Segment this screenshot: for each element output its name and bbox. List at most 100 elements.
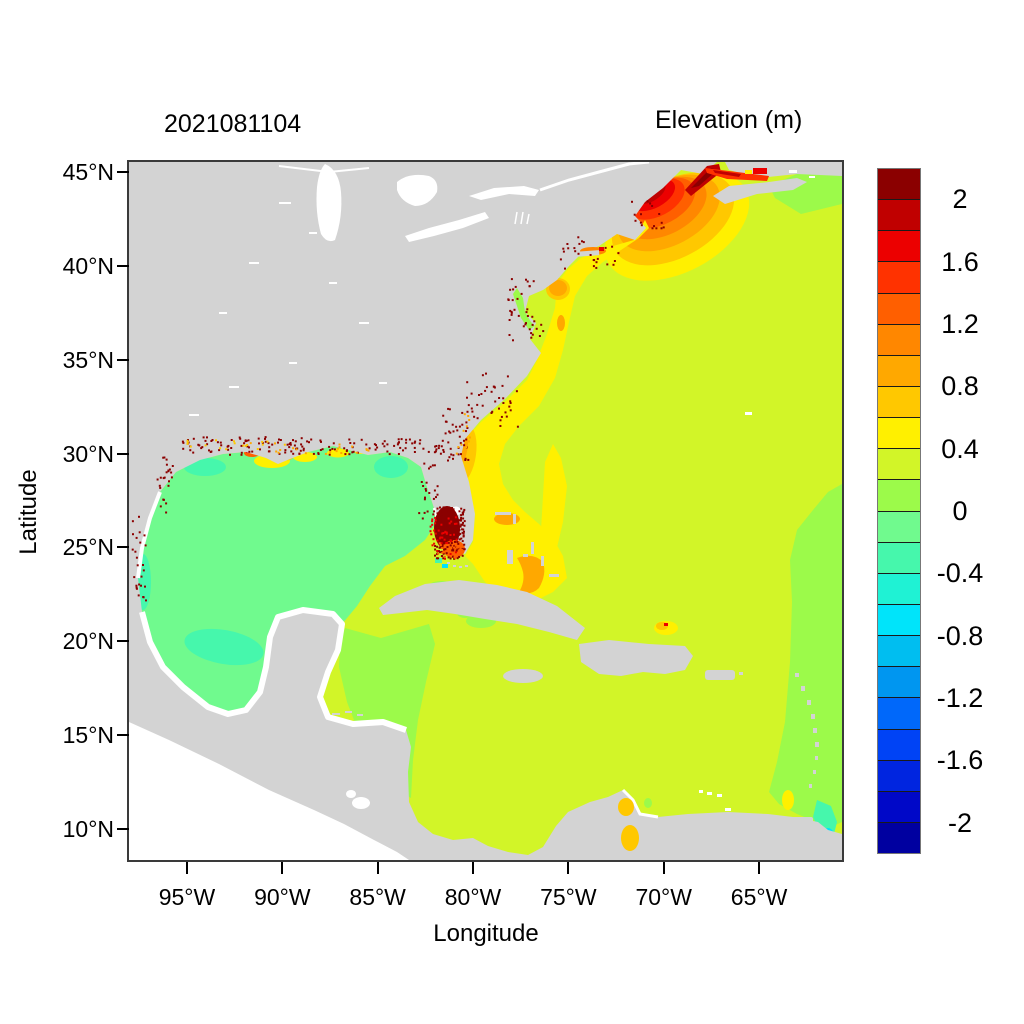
long-island-sound-red-dot (599, 247, 604, 251)
colorbar-segment (878, 385, 920, 418)
cuba-island (379, 580, 585, 640)
colorbar-title: Elevation (m) (655, 106, 803, 134)
colorbar-tick-label: 2 (952, 184, 968, 215)
northumberland-yellow-fleck (745, 170, 752, 174)
bay-of-campeche-patch (184, 628, 264, 666)
virgin-islands (739, 672, 743, 675)
lake-managua (346, 790, 356, 798)
long-island (573, 250, 600, 257)
overlay-layer (129, 162, 819, 860)
colorbar-segment (878, 199, 920, 231)
x-tick-label: 65°W (730, 884, 788, 910)
y-tick-mark (117, 264, 129, 267)
colorbar-tick-label: 1.2 (941, 308, 979, 339)
scotian-shelf-green-region (769, 166, 842, 214)
venezuela-green-dot (644, 798, 652, 808)
x-tick-label: 85°W (349, 884, 406, 910)
x-tick-label: 80°W (444, 884, 502, 910)
colorbar-tick-label: 1.6 (941, 246, 979, 277)
great-bahama-bank-orange (517, 555, 545, 594)
colorbar-tick-label: 0.4 (941, 433, 979, 464)
lake-huron (397, 174, 438, 206)
bermuda-fleck (745, 412, 752, 415)
coastal-flood-speckles (131, 200, 665, 602)
colorbar-segment (878, 541, 920, 573)
turks-caicos-red-dot (664, 623, 668, 626)
colorbar-segment (878, 666, 920, 698)
colorbar-tick-label: -1.6 (936, 745, 984, 776)
x-tick-label: 95°W (158, 884, 216, 910)
gulf-of-venezuela-gold (618, 798, 634, 816)
colorbar-segment (878, 821, 920, 854)
plot-timestamp-title: 2021081104 (164, 110, 302, 138)
y-tick-label: 25°N (62, 534, 114, 561)
x-tick-mark (281, 862, 284, 874)
lake-nicaragua (352, 797, 370, 809)
y-tick-mark (117, 170, 129, 173)
gulf-of-paria-yellow-spot (782, 790, 794, 810)
y-tick-label: 35°N (62, 346, 114, 373)
colorbar-segment (878, 417, 920, 449)
south-gulf-yucatan-coast-gap (139, 607, 407, 733)
elevation-map (129, 162, 842, 860)
colorbar-segment (878, 354, 920, 386)
x-tick-mark (758, 862, 761, 874)
x-tick-label: 75°W (540, 884, 597, 910)
florida-keys (447, 562, 468, 568)
st-lawrence-dark-streak (713, 170, 741, 177)
y-tick-label: 10°N (62, 816, 114, 843)
nova-scotia-land (713, 178, 807, 204)
y-tick-label: 15°N (62, 722, 114, 749)
x-tick-mark (567, 862, 570, 874)
bahamas-islands (495, 512, 559, 577)
colorbar-segment (878, 759, 920, 791)
lake-maracaibo-gold (621, 825, 639, 851)
texas-laguna-madre-gap (136, 491, 162, 579)
x-tick-mark (185, 862, 188, 874)
colorbar-segment (878, 790, 920, 822)
x-tick-label: 70°W (635, 884, 692, 910)
colorbar-tick-label: -2 (947, 807, 972, 838)
colorbar-tick-label: 0 (952, 496, 968, 526)
lake-erie (405, 212, 489, 242)
elevation-colorbar (877, 168, 921, 854)
y-tick-label: 40°N (62, 252, 114, 279)
x-tick-mark (472, 862, 474, 874)
colorbar-segment (878, 292, 920, 324)
colorbar-tick-label: -0.8 (936, 620, 984, 651)
ottawa-river (278, 165, 370, 174)
x-tick-mark (376, 862, 379, 874)
colorbar-segment (878, 261, 920, 293)
northumberland-red-patch (753, 168, 767, 174)
colorbar-segment (878, 479, 920, 511)
hispaniola-island (579, 640, 693, 676)
y-tick-mark (117, 640, 129, 643)
colorbar-segment (878, 510, 920, 542)
apalachee-bay-patch (374, 456, 408, 478)
hatteras-orange-sliver (557, 315, 565, 331)
colorbar-segment (878, 230, 920, 262)
y-tick-label: 20°N (62, 628, 114, 655)
colorbar-segment (878, 572, 920, 604)
florida-bay-cyan-fleck (442, 564, 448, 568)
colorbar-segment (878, 603, 920, 636)
colorbar-segment (878, 448, 920, 480)
lesser-antilles-arc (795, 673, 819, 788)
y-tick-mark (117, 828, 129, 831)
colorbar-tick-label: 0.8 (941, 371, 979, 402)
trinidad-island (790, 817, 813, 835)
florida-bay-turquoise-fleck (435, 558, 442, 563)
colorbar-tick-label: -0.4 (936, 558, 984, 589)
inland-river-flecks (189, 170, 815, 416)
lake-michigan (316, 164, 342, 242)
abc-island-flecks (699, 790, 731, 811)
panhandle-yellow (327, 448, 349, 458)
y-tick-mark (117, 452, 129, 455)
y-tick-mark (117, 358, 129, 361)
new-jersey-offshore-orange (549, 280, 567, 296)
y-tick-label: 30°N (62, 440, 114, 467)
colorbar-segment (878, 697, 920, 729)
y-tick-mark (117, 546, 129, 549)
western-caribbean-green-region (339, 624, 435, 798)
